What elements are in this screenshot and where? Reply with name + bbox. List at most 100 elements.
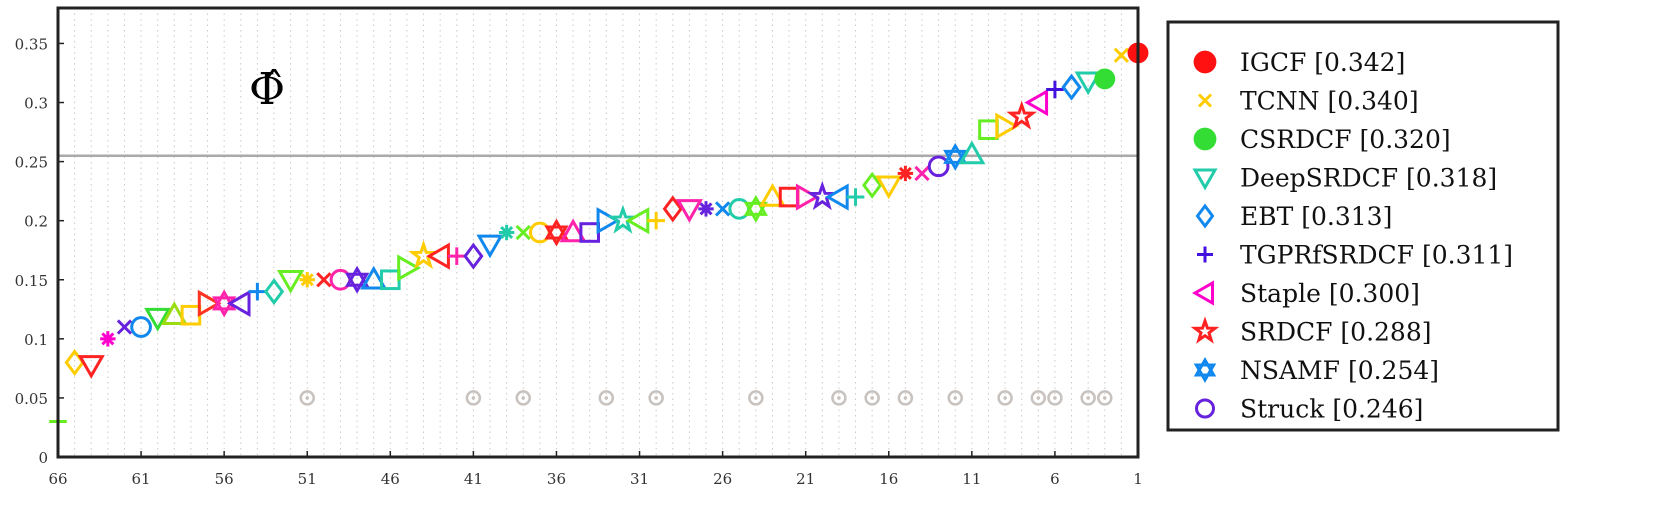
y-tick-label: 0.25 [15,154,48,172]
x-tick-label: 31 [630,470,649,488]
legend-marker [1195,203,1215,229]
data-point [463,242,484,270]
gray-marker [831,390,847,406]
data-point [625,207,650,235]
data-point [299,272,315,288]
legend-label: EBT [0.313] [1240,202,1392,231]
gray-marker [299,390,315,406]
legend-marker [1191,280,1214,306]
x-tick-label: 21 [796,470,815,488]
y-tick-label: 0.05 [15,390,48,408]
data-point [662,195,683,223]
data-point [100,331,116,347]
legend-label: Struck [0.246] [1240,395,1423,424]
data-point [116,319,133,335]
data-point [698,201,714,217]
data-point [596,207,621,235]
data-point [277,270,305,294]
data-point [77,355,105,379]
data-point [1074,71,1102,96]
gray-marker [1030,390,1047,406]
gray-marker [947,390,963,406]
x-tick-label: 16 [879,470,898,488]
data-point [1061,73,1082,101]
data-point [927,155,950,178]
data-point [1046,80,1064,99]
x-tick-label: 61 [132,470,151,488]
data-point [1094,68,1116,90]
plot-frame [56,6,1140,459]
legend-label: TCNN [0.340] [1240,87,1419,116]
x-tick-label: 26 [713,470,732,488]
x-tick-label: 56 [215,470,234,488]
legend-marker [1190,316,1220,344]
gray-marker [997,390,1013,406]
legend-frame [1166,20,1560,432]
x-tick-label: 6 [1050,470,1060,488]
y-tick-label: 0 [38,449,48,467]
gray-marker-group [299,390,1113,406]
data-point [897,165,914,182]
data-point [1113,47,1130,63]
data-point [426,242,450,270]
x-axis: 66 61 56 51 46 41 36 31 26 21 16 11 6 1 [48,451,1143,488]
legend-marker [1192,168,1218,191]
legend-marker [1197,93,1213,108]
data-point [875,175,903,200]
legend-label: CSRDCF [0.320] [1240,125,1451,154]
y-axis: 0 0.05 0.1 0.15 0.2 0.25 0.3 0.35 [15,35,64,467]
data-point [544,218,569,247]
data-point [758,183,787,207]
data-point [360,265,388,290]
data-point [995,112,1020,140]
legend-marker [1193,357,1217,383]
legend-label: TGPRfSRDCF [0.311] [1240,241,1513,270]
legend-label: DeepSRDCF [0.318] [1240,164,1497,193]
x-tick-label: 46 [381,470,400,488]
gray-marker [515,390,531,406]
data-point [846,188,865,206]
data-point [958,140,986,165]
data-point [498,224,515,241]
y-tick-label: 0.3 [24,95,48,113]
data-point [130,316,152,338]
data-points [49,42,1149,431]
data-point [824,183,849,211]
phi-hat-annotation: Φ̂ [249,64,285,115]
gray-marker [1080,390,1096,406]
data-point [160,301,188,325]
legend: IGCF [0.342] TCNN [0.340] CSRDCF [0.320] De… [1166,20,1560,432]
data-point [226,289,251,317]
gray-marker [1047,390,1063,406]
data-point [1006,100,1038,130]
x-tick-label: 41 [464,470,483,488]
data-point [344,265,370,294]
data-point [806,180,838,211]
gray-marker [748,390,764,406]
gray-marker [465,390,482,406]
data-point [914,165,930,182]
data-point [515,224,531,241]
x-tick-label: 66 [48,470,67,488]
legend-label: Staple [0.300] [1240,279,1420,308]
gray-marker [864,390,880,406]
x-tick-label: 11 [962,470,981,488]
data-point [476,234,504,259]
data-point [263,278,285,306]
legend-marker [1197,246,1213,263]
data-point [647,211,665,230]
legend-label: NSAMF [0.254] [1240,356,1439,385]
data-point [795,183,820,211]
x-tick-label: 51 [298,470,317,488]
legend-marker [1193,50,1217,74]
data-point [943,142,968,171]
legend-marker [1193,127,1217,151]
gray-marker [897,390,914,406]
y-tick-label: 0.1 [24,331,48,349]
data-point [714,201,731,217]
data-point [397,254,421,282]
data-point [248,282,267,301]
data-point [862,171,883,199]
data-point [447,247,466,265]
